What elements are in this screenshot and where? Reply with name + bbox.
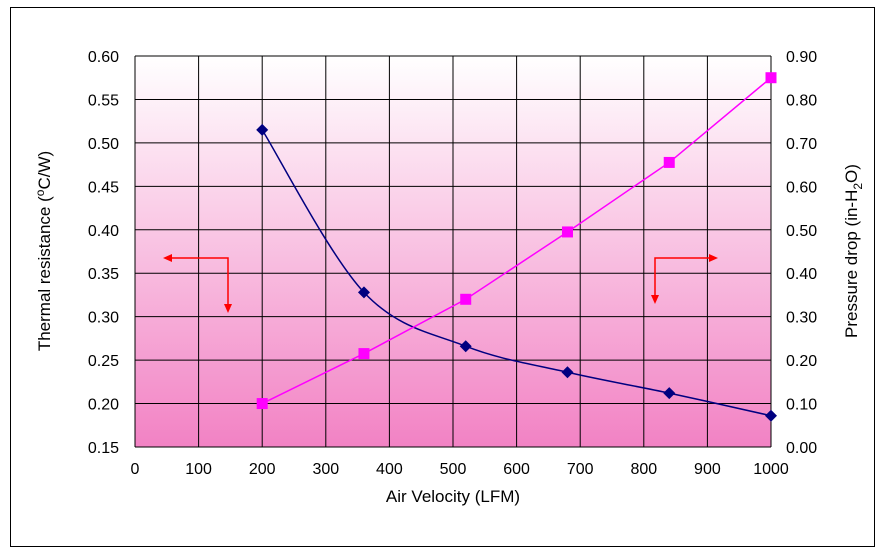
grid bbox=[134, 55, 772, 448]
y-left-tick-label: 0.20 bbox=[88, 397, 119, 414]
data-point-diamond bbox=[663, 387, 676, 400]
data-point-square bbox=[663, 156, 675, 168]
x-tick-label: 400 bbox=[376, 461, 403, 478]
y-right-tick-label: 0.10 bbox=[786, 397, 817, 414]
y-left-tick-label: 0.45 bbox=[88, 179, 119, 196]
x-tick-label: 600 bbox=[503, 461, 530, 478]
y-right-tick-label: 0.90 bbox=[786, 49, 817, 66]
data-point-diamond bbox=[765, 409, 777, 422]
y-left-tick-label: 0.25 bbox=[88, 353, 119, 370]
data-point-diamond bbox=[459, 340, 472, 353]
series-line-1 bbox=[261, 129, 772, 417]
y-left-tick-label: 0.40 bbox=[88, 223, 119, 240]
x-tick-label: 700 bbox=[567, 461, 594, 478]
data-point-diamond bbox=[256, 123, 269, 136]
x-tick-label: 900 bbox=[694, 461, 721, 478]
x-axis-title: Air Velocity (LFM) bbox=[386, 487, 520, 506]
x-tick-label: 1000 bbox=[753, 461, 789, 478]
y-left-ticks: 0.60 0.55 0.50 0.45 0.40 0.35 0.30 0.25 0.20 0.15 bbox=[88, 49, 119, 457]
data-point-square bbox=[256, 398, 268, 410]
x-tick-label: 800 bbox=[630, 461, 657, 478]
y-left-tick-label: 0.60 bbox=[88, 49, 119, 66]
annotations bbox=[163, 254, 718, 313]
y-right-tick-label: 0.00 bbox=[786, 440, 817, 457]
y-left-tick-label: 0.15 bbox=[88, 440, 119, 457]
y-right-tick-label: 0.80 bbox=[786, 92, 817, 109]
arrowhead-right bbox=[709, 254, 718, 262]
y-left-tick-label: 0.35 bbox=[88, 266, 119, 283]
y-right-tick-label: 0.70 bbox=[786, 136, 817, 153]
series-layer bbox=[256, 72, 777, 422]
data-point-diamond bbox=[561, 366, 574, 379]
arrowhead-down bbox=[651, 295, 659, 304]
series-line-2 bbox=[261, 77, 772, 405]
y-right-tick-label: 0.30 bbox=[786, 310, 817, 327]
x-tick-label: 300 bbox=[312, 461, 339, 478]
y-left-tick-label: 0.55 bbox=[88, 92, 119, 109]
x-tick-label: 0 bbox=[131, 461, 140, 478]
y-left-axis-title: Thermal resistance (oC/W) bbox=[33, 151, 54, 351]
right-axis-arrow bbox=[654, 257, 710, 296]
x-tick-label: 500 bbox=[440, 461, 467, 478]
y-right-tick-label: 0.50 bbox=[786, 223, 817, 240]
data-point-square bbox=[460, 293, 472, 305]
y-right-tick-label: 0.20 bbox=[786, 353, 817, 370]
y-right-axis-title: Pressure drop (in-H2O) bbox=[842, 164, 865, 338]
y-right-tick-label: 0.40 bbox=[786, 266, 817, 283]
left-axis-arrow bbox=[171, 257, 229, 305]
y-left-tick-label: 0.50 bbox=[88, 136, 119, 153]
arrowhead-down bbox=[224, 304, 232, 313]
data-point-square bbox=[561, 226, 573, 238]
data-point-square bbox=[765, 72, 777, 84]
x-ticks: 0 100 200 300 400 500 600 700 800 900 1000 bbox=[131, 461, 789, 478]
y-right-tick-label: 0.60 bbox=[786, 179, 817, 196]
y-left-tick-label: 0.30 bbox=[88, 310, 119, 327]
x-tick-label: 100 bbox=[185, 461, 212, 478]
data-point-diamond bbox=[357, 286, 370, 299]
y-right-ticks: 0.90 0.80 0.70 0.60 0.50 0.40 0.30 0.20 0.10 0.00 bbox=[786, 49, 817, 457]
data-point-square bbox=[358, 348, 370, 360]
x-tick-label: 200 bbox=[249, 461, 276, 478]
arrowhead-left bbox=[163, 254, 172, 262]
